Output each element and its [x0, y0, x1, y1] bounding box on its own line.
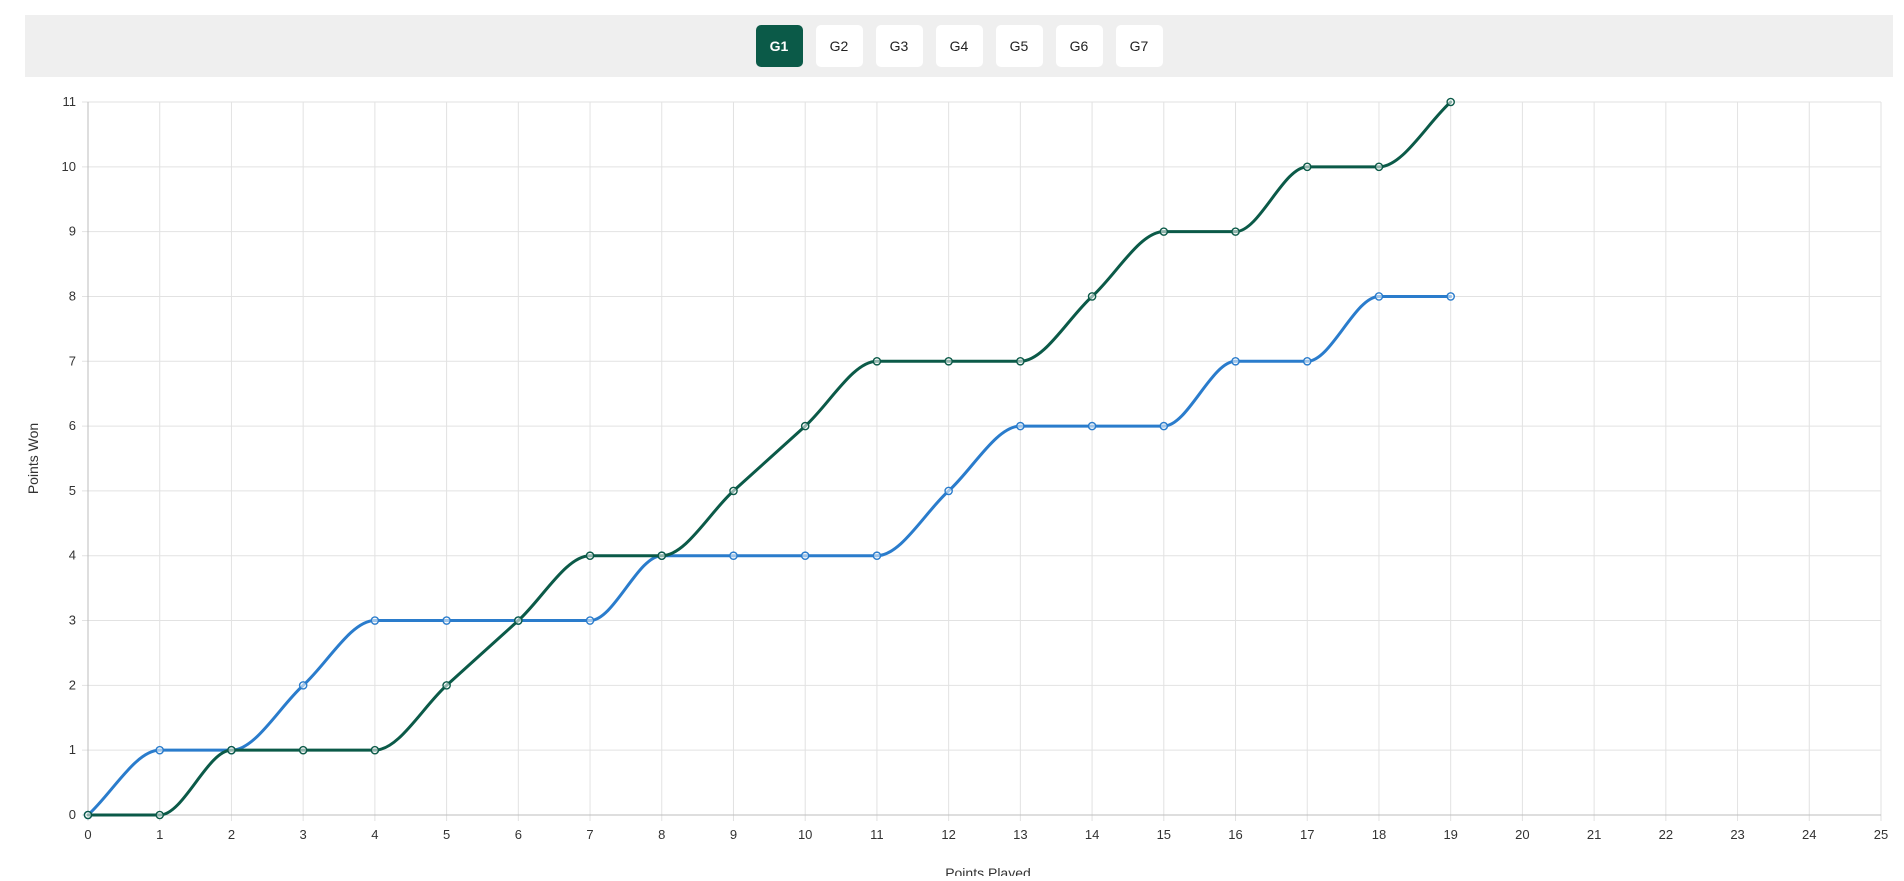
x-tick-label: 22: [1659, 827, 1673, 842]
tab-g6[interactable]: G6: [1055, 25, 1103, 67]
series-point-2: [1374, 292, 1384, 301]
series-point-1: [1159, 227, 1169, 236]
x-tick-label: 20: [1515, 827, 1529, 842]
series-point-1: [514, 616, 523, 625]
series-point-2: [1159, 421, 1169, 431]
series-point-2: [298, 681, 308, 690]
series-point-1: [872, 356, 882, 366]
tab-g4[interactable]: G4: [935, 25, 983, 67]
x-tick-label: 5: [443, 827, 450, 842]
series-point-1: [442, 681, 451, 690]
series-point-2: [442, 616, 451, 625]
series-point-2: [800, 551, 810, 561]
axis-layer: 0 1 2 3 4 5 6 7 8 9 10 11 12 13 14 15 16 17 18 19 20 21 22 23 24…: [62, 94, 1889, 842]
series-point-1: [729, 486, 738, 496]
series-point-1: [155, 810, 165, 820]
series-point-2: [1302, 356, 1312, 366]
y-tick-label: 1: [69, 742, 76, 757]
series-point-1: [370, 745, 380, 755]
series-point-2: [1446, 292, 1455, 301]
x-tick-label: 13: [1013, 827, 1027, 842]
x-tick-label: 24: [1802, 827, 1816, 842]
series-point-2: [155, 745, 165, 755]
series-point-2: [872, 551, 882, 561]
y-tick-label: 6: [69, 418, 76, 433]
y-tick-label: 10: [62, 159, 76, 174]
y-tick-label: 0: [69, 807, 76, 822]
x-tick-label: 25: [1874, 827, 1888, 842]
series-point-2: [1231, 356, 1240, 366]
tab-g7[interactable]: G7: [1115, 25, 1163, 67]
x-tick-label: 12: [941, 827, 955, 842]
series-point-1: [1446, 97, 1455, 107]
x-tick-label: 10: [798, 827, 812, 842]
x-tick-label: 7: [586, 827, 593, 842]
y-tick-label: 4: [69, 548, 76, 563]
series-point-2: [1016, 421, 1025, 431]
x-tick-label: 23: [1730, 827, 1744, 842]
x-tick-label: 2: [228, 827, 235, 842]
x-tick-label: 18: [1372, 827, 1386, 842]
series-point-2: [944, 486, 953, 496]
series-point-1: [1016, 356, 1025, 366]
series-point-1: [1231, 227, 1240, 236]
y-tick-label: 5: [69, 483, 76, 498]
series-point-2: [1087, 421, 1097, 431]
y-tick-label: 11: [63, 94, 77, 109]
series-point-1: [1087, 292, 1097, 301]
x-tick-label: 0: [84, 827, 91, 842]
x-tick-label: 1: [156, 827, 163, 842]
x-tick-label: 8: [658, 827, 665, 842]
series-point-1: [227, 745, 236, 755]
series-point-1: [800, 421, 810, 431]
x-tick-label: 21: [1587, 827, 1601, 842]
y-tick-label: 9: [69, 224, 76, 239]
y-axis-label: Points Won: [25, 423, 41, 494]
x-tick-label: 9: [730, 827, 737, 842]
x-tick-label: 15: [1157, 827, 1171, 842]
y-tick-label: 2: [69, 677, 76, 692]
series-point-1: [1302, 162, 1312, 172]
x-axis-label: Points Played: [945, 865, 1031, 876]
tab-g2[interactable]: G2: [815, 25, 863, 67]
series-point-1: [298, 745, 308, 755]
x-tick-label: 3: [300, 827, 307, 842]
series-layer: [83, 97, 1455, 820]
y-tick-label: 3: [69, 613, 76, 628]
x-tick-label: 6: [515, 827, 522, 842]
y-tick-label: 8: [69, 288, 76, 303]
y-tick-label: 7: [69, 353, 76, 368]
tab-g5[interactable]: G5: [995, 25, 1043, 67]
series-point-2: [585, 616, 595, 625]
tab-g1[interactable]: G1: [755, 25, 803, 67]
x-tick-label: 16: [1228, 827, 1242, 842]
series-point-1: [657, 551, 667, 561]
x-tick-label: 4: [371, 827, 378, 842]
x-tick-label: 11: [870, 827, 884, 842]
series-point-2: [729, 551, 738, 561]
series-point-1: [83, 810, 93, 820]
series-point-1: [1374, 162, 1384, 172]
game-tabs: G1 G2 G3 G4 G5 G6 G7: [25, 15, 1893, 77]
x-tick-label: 19: [1443, 827, 1457, 842]
series-point-1: [944, 356, 953, 366]
series-line-1: [86, 100, 1453, 817]
x-tick-label: 14: [1085, 827, 1099, 842]
series-point-1: [585, 551, 595, 561]
series-point-2: [370, 616, 380, 625]
grid-layer: [82, 101, 1882, 821]
x-tick-label: 17: [1300, 827, 1314, 842]
tab-g3[interactable]: G3: [875, 25, 923, 67]
